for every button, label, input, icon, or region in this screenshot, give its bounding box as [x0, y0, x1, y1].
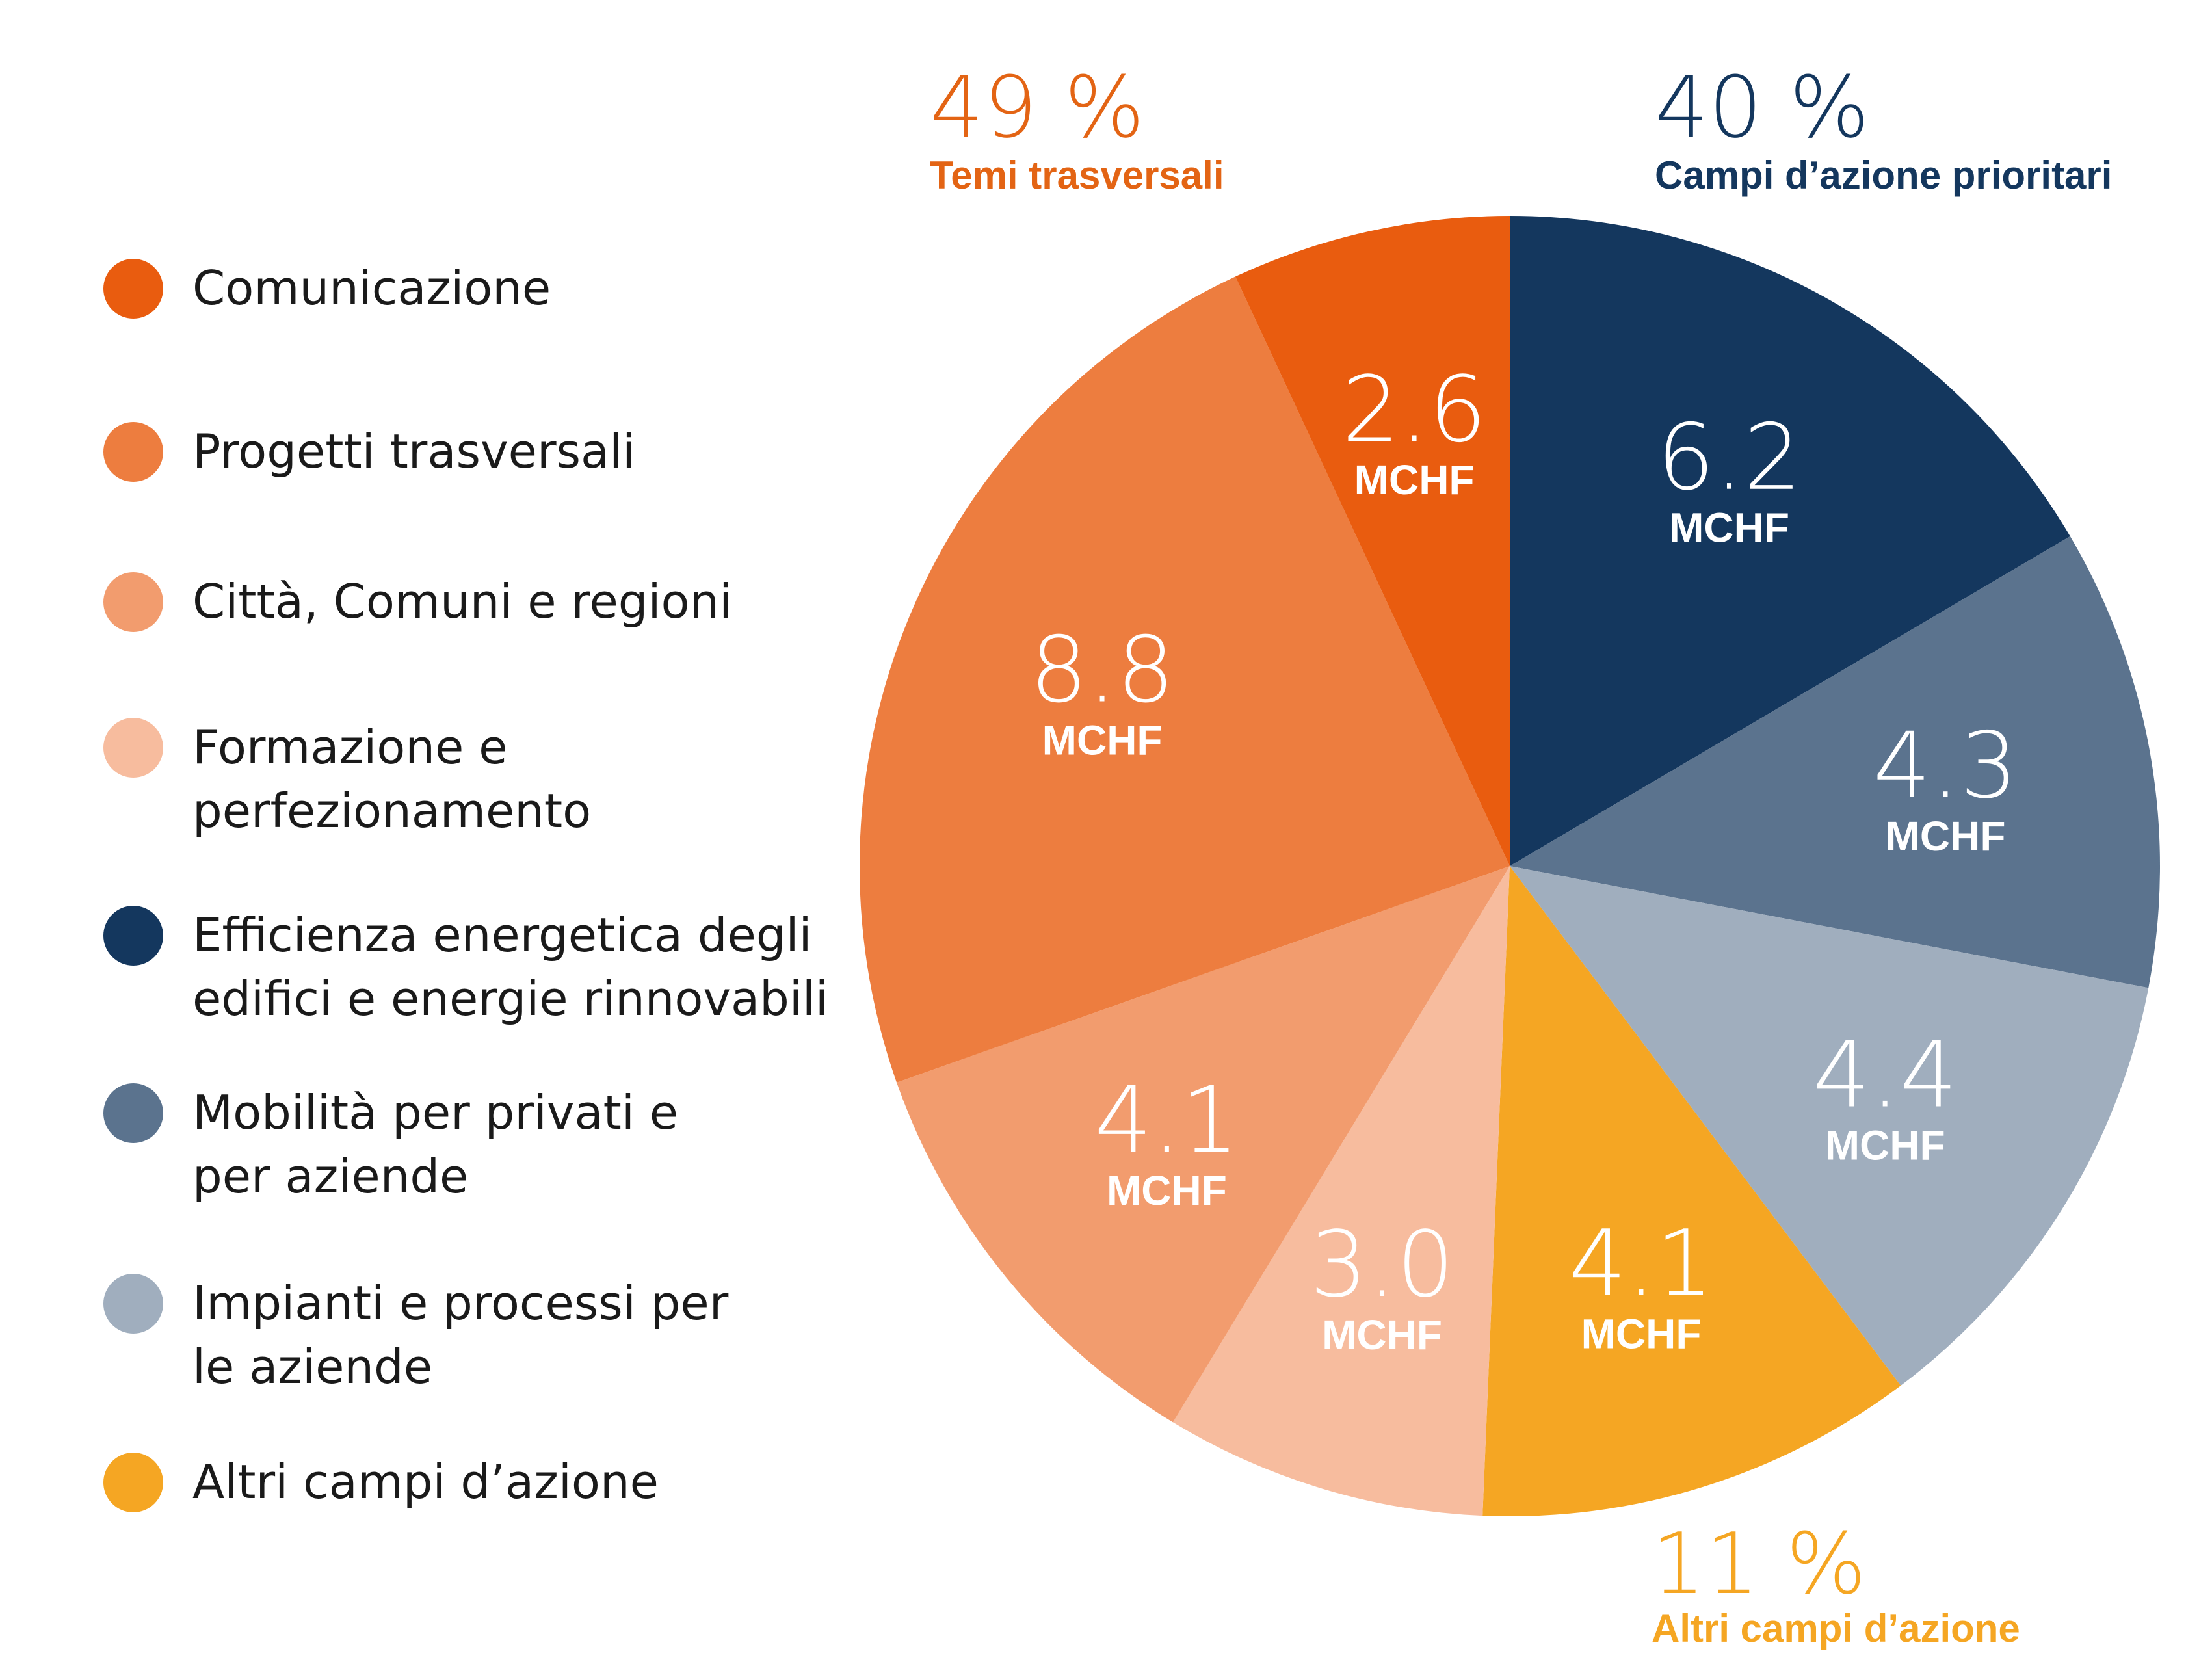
slice-value-label: 8.8	[1030, 618, 1175, 724]
legend-label: edifici e energie rinnovabili	[192, 971, 828, 1026]
slice-value-label: 4.3	[1873, 713, 2018, 819]
legend-label: Efficienza energetica degli	[192, 908, 812, 962]
slice-unit-label: MCHF	[1886, 813, 2006, 860]
group-title: Altri campi d’azione	[1652, 1607, 2020, 1650]
legend-label: le aziende	[192, 1339, 432, 1394]
pie-slice	[1172, 866, 1510, 1516]
pie-slice	[1482, 866, 1901, 1516]
slice-value-label: 4.1	[1094, 1068, 1239, 1174]
pie-slice	[897, 866, 1510, 1423]
group-title: Campi d’azione prioritari	[1655, 153, 2112, 197]
legend-marker	[103, 572, 163, 632]
group-labels: 40 %Campi d’azione prioritari 11 %Altri c…	[930, 58, 2112, 1650]
slice-unit-label: MCHF	[1581, 1310, 1702, 1357]
group-percentage: 40 %	[1655, 58, 1869, 157]
pie-slice	[1235, 216, 1510, 866]
slice-unit-label: MCHF	[1354, 456, 1475, 503]
pie-slice	[860, 276, 1510, 1083]
legend-label: perfezionamento	[192, 784, 591, 838]
pie-slice	[1510, 216, 2070, 866]
group-title: Temi trasversali	[930, 153, 1224, 197]
legend-marker	[103, 1083, 163, 1143]
group-percentage: 49 %	[930, 58, 1144, 157]
legend: Comunicazione Progetti trasversali Città, …	[103, 259, 828, 1512]
legend-label: Città, Comuni e regioni	[192, 574, 732, 629]
slice-unit-label: MCHF	[1042, 717, 1163, 764]
pie-slices	[860, 216, 2161, 1516]
legend-marker	[103, 906, 163, 966]
slice-value-labels: 6.2MCHF4.3MCHF4.4MCHF4.1MCHF3.0MCHF4.1MC…	[1030, 357, 2018, 1358]
legend-marker	[103, 1274, 163, 1334]
slice-value-label: 6.2	[1657, 405, 1802, 511]
slice-value-label: 3.0	[1310, 1212, 1455, 1318]
slice-value-label: 2.6	[1342, 357, 1487, 463]
pie-slice	[1510, 536, 2161, 988]
legend-marker	[103, 1453, 163, 1512]
legend-label: Comunicazione	[192, 261, 551, 315]
group-percentage: 11 %	[1652, 1514, 1866, 1613]
legend-label: Altri campi d’azione	[192, 1455, 659, 1509]
slice-unit-label: MCHF	[1107, 1167, 1227, 1214]
legend-marker	[103, 422, 163, 482]
slice-value-label: 4.4	[1813, 1023, 1958, 1129]
pie-slice	[1510, 866, 2149, 1386]
legend-marker	[103, 259, 163, 319]
slice-unit-label: MCHF	[1825, 1122, 1945, 1169]
legend-label: Progetti trasversali	[192, 424, 635, 479]
slice-value-label: 4.1	[1569, 1211, 1714, 1317]
legend-label: Mobilità per privati e	[192, 1085, 678, 1140]
legend-marker	[103, 718, 163, 778]
legend-label: Formazione e	[192, 720, 507, 774]
slice-unit-label: MCHF	[1322, 1311, 1442, 1358]
legend-label: per aziende	[192, 1149, 468, 1204]
legend-label: Impianti e processi per	[192, 1276, 729, 1330]
slice-unit-label: MCHF	[1669, 505, 1789, 551]
